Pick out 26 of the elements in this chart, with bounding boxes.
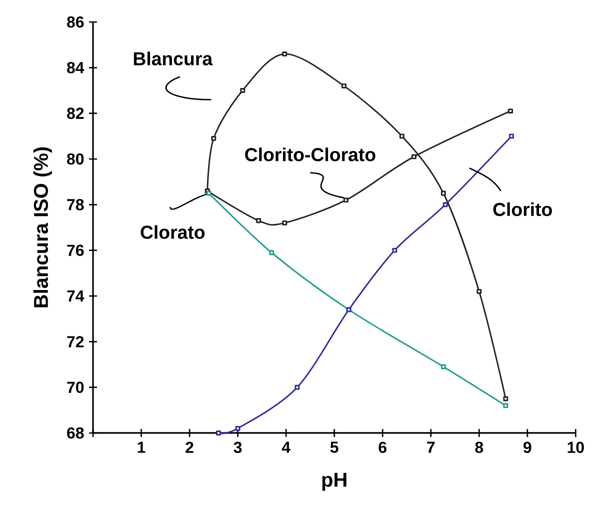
y-tick-label: 70 [67, 382, 84, 393]
series-label: Clorato [140, 225, 205, 239]
series-label: Clorito-Clorato [245, 148, 376, 162]
x-axis-title: pH [322, 472, 346, 491]
y-tick-label: 82 [66, 108, 84, 119]
x-tick-label: 10 [568, 442, 584, 454]
series-label: Blancura [134, 52, 213, 66]
x-tick-label: 7 [427, 442, 435, 453]
y-tick-label: 68 [67, 427, 84, 439]
y-axis-title: Blancura ISO (%) [33, 147, 52, 308]
y-tick-label: 86 [66, 16, 84, 28]
x-tick-label: 3 [234, 442, 242, 454]
y-tick-label: 76 [67, 244, 84, 256]
y-tick-label: 80 [66, 153, 84, 165]
y-tick-label: 72 [67, 336, 84, 348]
x-tick-label: 4 [282, 442, 290, 453]
y-tick-label: 74 [67, 290, 84, 302]
x-tick-label: 1 [138, 442, 146, 453]
y-tick-label: 78 [67, 198, 84, 210]
x-tick-label: 5 [330, 442, 338, 453]
x-tick-label: 2 [186, 442, 194, 453]
series-label: Clorito [493, 202, 552, 216]
y-tick-label: 84 [66, 62, 84, 74]
x-tick-label: 9 [524, 442, 532, 454]
x-tick-label: 8 [475, 442, 484, 454]
x-tick-label: 6 [378, 442, 386, 454]
